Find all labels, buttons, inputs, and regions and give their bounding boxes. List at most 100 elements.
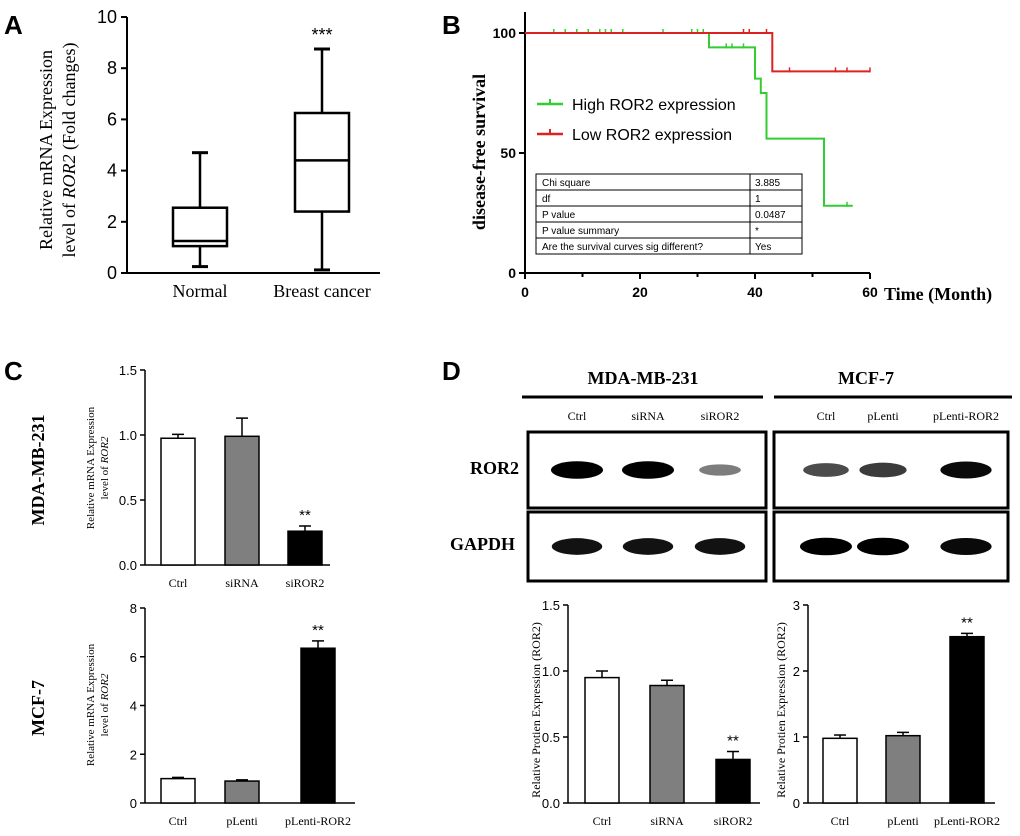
panelD2-ytick-label: 2 <box>793 664 800 679</box>
blot-band-ror2 <box>622 461 674 479</box>
panelC2-ytick-label: 0 <box>130 796 137 811</box>
panel-a-ytick-label: 6 <box>107 109 117 129</box>
panelC1-ytick-label: 0.0 <box>119 558 137 573</box>
blot-band-ror2 <box>551 461 603 479</box>
panel-label-c: C <box>4 356 23 386</box>
panelC1-significance: ** <box>299 507 311 524</box>
blot-lane-label: Ctrl <box>817 409 836 423</box>
blot-group-label-mda: MDA-MB-231 <box>588 368 699 388</box>
panel-c2-ylabel-line2: level of ROR2 <box>99 673 111 736</box>
panel-a-ytick-label: 10 <box>97 7 117 27</box>
panelD1-ytick-label: 0.0 <box>542 796 560 811</box>
panel-c2-ylabel-line1: Relative mRNA Expression <box>85 643 97 766</box>
panelD2-ytick-label: 3 <box>793 598 800 613</box>
blot-band-ror2 <box>940 461 992 479</box>
panel-a-ytick-label: 4 <box>107 161 117 181</box>
panelC2-category-label: Ctrl <box>169 814 188 828</box>
panel-label-d: D <box>442 356 461 386</box>
panel-b-ytick-label: 100 <box>493 25 517 41</box>
panel-d-mcf7-bar: Relative Protien Expression (ROR2) 0 1 2 3 C… <box>774 598 1000 828</box>
panel-a-ytick-label: 8 <box>107 58 117 78</box>
panelD1-bar <box>584 676 620 804</box>
blot-lane-label: Ctrl <box>568 409 587 423</box>
panelC1-bar <box>287 530 323 566</box>
blot-row-label-ror2: ROR2 <box>470 458 519 478</box>
panel-a-ytick-label: 0 <box>107 263 117 283</box>
blot-band-gapdh <box>551 538 603 555</box>
panel-b-xtick-label: 0 <box>521 284 529 300</box>
panel-b-stats-value: 0.0487 <box>755 210 786 221</box>
panelD1-ytick-label: 0.5 <box>542 730 560 745</box>
blot-band-gapdh <box>800 537 852 556</box>
panel-a-box <box>171 206 229 248</box>
panel-b-stats-key: Are the survival curves sig different? <box>542 242 703 253</box>
panelD2-bar <box>822 737 858 804</box>
panelC1-bar <box>224 435 260 566</box>
blot-lane-label: pLenti-ROR2 <box>933 409 999 423</box>
panelD1-ytick-label: 1.0 <box>542 664 560 679</box>
blot-lane-label: siRNA <box>631 409 665 423</box>
panel-b-xtick-label: 40 <box>747 284 763 300</box>
panel-label-a: A <box>4 10 23 40</box>
panel-a-significance: *** <box>311 25 332 45</box>
panelD1-category-label: siROR2 <box>714 814 753 828</box>
panelC1-category-label: Ctrl <box>169 576 188 590</box>
panel-a-ytick-label: 2 <box>107 212 117 232</box>
panel-c1-row-label: MDA-MB-231 <box>28 415 48 526</box>
panelD1-bar <box>649 684 685 804</box>
panelD1-ytick-label: 1.5 <box>542 598 560 613</box>
blot-band-ror2 <box>699 464 741 476</box>
panelD2-category-label: Ctrl <box>831 814 850 828</box>
panel-c1-ylabel-line1: Relative mRNA Expression <box>85 406 97 529</box>
blot-group-label-mcf7: MCF-7 <box>838 368 894 388</box>
panel-d-mda-bar: Relative Protien Expression (ROR2) 0.0 0.… <box>529 598 760 828</box>
panel-b-stats-value: * <box>755 226 759 237</box>
panelD2-category-label: pLenti <box>887 814 919 828</box>
panel-b-stats-value: 3.885 <box>755 178 780 189</box>
panelC2-bar <box>160 777 196 804</box>
blot-lane-label: siROR2 <box>701 409 740 423</box>
panel-c2-row-label: MCF-7 <box>28 680 48 736</box>
panel-b-series-high-legend-label: High ROR2 expression <box>572 97 736 114</box>
panel-a-ylabel-line2: level of ROR2 (Fold changes) <box>59 43 80 258</box>
panelC2-category-label: pLenti-ROR2 <box>285 814 351 828</box>
panel-b-survival: disease-free survival Time (Month) 05010… <box>469 12 992 305</box>
panelD2-bar <box>885 734 921 804</box>
panelD1-category-label: siRNA <box>650 814 684 828</box>
panel-b-stats-key: Chi square <box>542 178 591 189</box>
blot-band-gapdh <box>940 537 992 556</box>
panelC1-category-label: siRNA <box>225 576 259 590</box>
panelC2-bar <box>300 647 336 804</box>
panelC2-ytick-label: 4 <box>130 699 137 714</box>
panel-a-category-label: Breast cancer <box>273 281 370 301</box>
panel-c-mcf7-bar: MCF-7 Relative mRNA Expression level of … <box>28 601 355 828</box>
panelD2-significance: ** <box>961 614 973 631</box>
panel-a-ylabel-line1: Relative mRNA Expression <box>36 50 56 250</box>
blot-band-ror2 <box>803 463 849 477</box>
panel-b-stats-key: df <box>542 194 551 205</box>
blot-band-gapdh <box>622 538 674 555</box>
panelD2-ytick-label: 1 <box>793 730 800 745</box>
panelC2-category-label: pLenti <box>226 814 258 828</box>
panelC1-ytick-label: 0.5 <box>119 493 137 508</box>
panel-b-xtick-label: 60 <box>862 284 878 300</box>
panelC1-ytick-label: 1.5 <box>119 363 137 378</box>
panel-a-box <box>293 111 351 213</box>
panelC2-ytick-label: 8 <box>130 601 137 616</box>
panelD2-bar <box>949 635 985 804</box>
panelD2-ytick-label: 0 <box>793 796 800 811</box>
blot-band-gapdh <box>694 538 746 555</box>
panelC1-category-label: siROR2 <box>286 576 325 590</box>
panel-d-western-blot: MDA-MB-231 MCF-7 ROR2 GAPDH Ctrl siRNA siR… <box>450 368 1012 583</box>
panelC1-bar <box>160 437 196 566</box>
panel-b-ytick-label: 0 <box>508 265 516 281</box>
panelC2-bar <box>224 780 260 804</box>
panel-b-xlabel: Time (Month) <box>884 284 992 305</box>
panel-label-b: B <box>442 10 461 40</box>
blot-lane-label: pLenti <box>867 409 899 423</box>
panel-b-series-low-legend-label: Low ROR2 expression <box>572 127 732 144</box>
blot-row-label-gapdh: GAPDH <box>450 534 515 554</box>
panel-a-category-label: Normal <box>173 281 228 301</box>
blot-band-ror2 <box>859 462 907 478</box>
panelC1-ytick-label: 1.0 <box>119 428 137 443</box>
